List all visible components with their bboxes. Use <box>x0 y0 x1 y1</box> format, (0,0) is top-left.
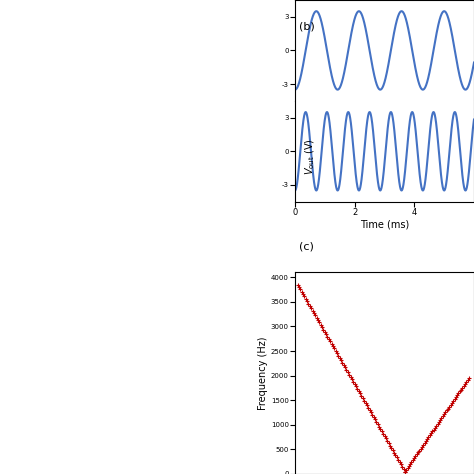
Text: $V_{\mathrm{out}}$ (V): $V_{\mathrm{out}}$ (V) <box>304 138 317 175</box>
Text: (b): (b) <box>299 21 314 31</box>
Text: (c): (c) <box>299 242 313 252</box>
Y-axis label: Frequency (Hz): Frequency (Hz) <box>258 337 268 410</box>
X-axis label: Time (ms): Time (ms) <box>360 220 409 230</box>
